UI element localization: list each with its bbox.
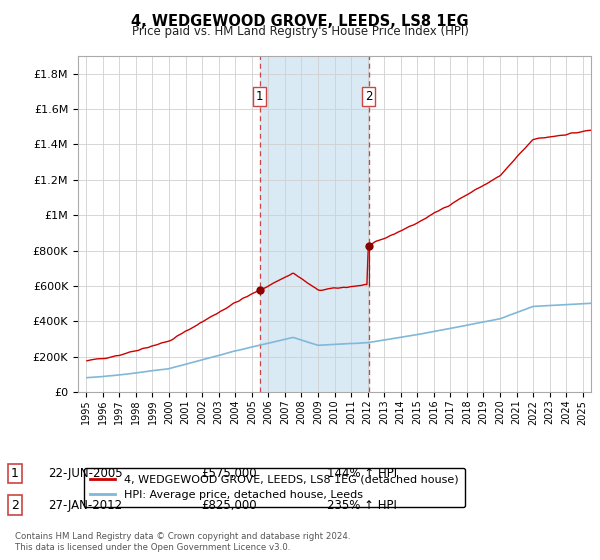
Text: 1: 1 — [11, 466, 19, 480]
Bar — [260, 56, 369, 392]
Text: 2: 2 — [365, 90, 373, 103]
Legend: 4, WEDGEWOOD GROVE, LEEDS, LS8 1EG (detached house), HPI: Average price, detache: 4, WEDGEWOOD GROVE, LEEDS, LS8 1EG (deta… — [83, 468, 465, 507]
Text: Contains HM Land Registry data © Crown copyright and database right 2024.
This d: Contains HM Land Registry data © Crown c… — [15, 532, 350, 552]
Text: £575,000: £575,000 — [201, 466, 257, 480]
Text: 1: 1 — [256, 90, 263, 103]
Text: 235% ↑ HPI: 235% ↑ HPI — [327, 498, 397, 512]
Text: 4, WEDGEWOOD GROVE, LEEDS, LS8 1EG: 4, WEDGEWOOD GROVE, LEEDS, LS8 1EG — [131, 14, 469, 29]
Text: 27-JAN-2012: 27-JAN-2012 — [48, 498, 122, 512]
Text: Price paid vs. HM Land Registry's House Price Index (HPI): Price paid vs. HM Land Registry's House … — [131, 25, 469, 38]
Text: 2: 2 — [11, 498, 19, 512]
Text: 22-JUN-2005: 22-JUN-2005 — [48, 466, 122, 480]
Text: 144% ↑ HPI: 144% ↑ HPI — [327, 466, 397, 480]
Text: £825,000: £825,000 — [201, 498, 257, 512]
